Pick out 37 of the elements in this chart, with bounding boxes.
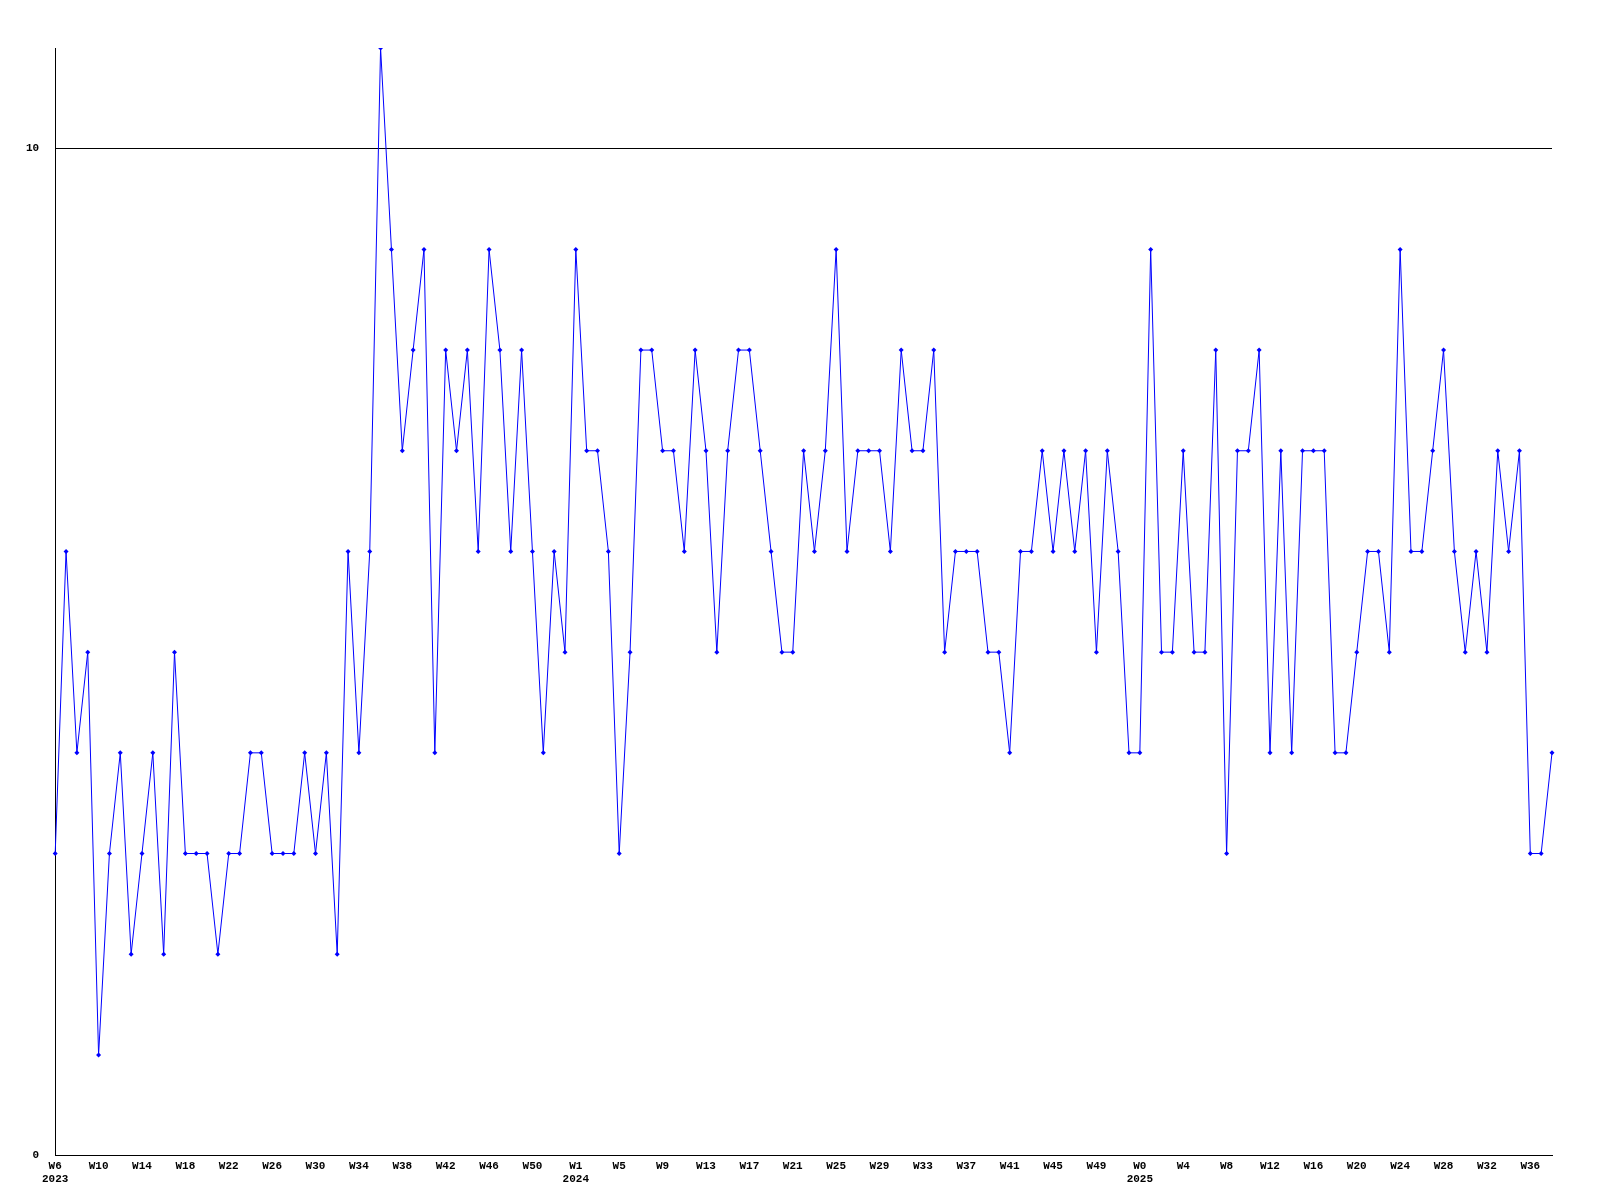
x-tick-label: W4: [1176, 1159, 1191, 1172]
x-tick-label: W5: [612, 1159, 627, 1172]
x-tick-label: W18: [175, 1159, 196, 1172]
x-tick-label: W9: [656, 1159, 670, 1172]
x-tick-label: W14: [132, 1159, 153, 1172]
x-tick-label: W21: [782, 1159, 804, 1172]
x-tick-label: W34: [348, 1159, 370, 1172]
x-tick-label: W46: [479, 1159, 499, 1172]
x-tick-label: W25: [826, 1159, 847, 1172]
x-tick-label: W32: [1477, 1159, 1497, 1172]
x-tick-label: W36: [1520, 1159, 1541, 1172]
y-tick-label: 10: [26, 142, 40, 155]
x-tick-label: W50: [522, 1159, 543, 1172]
x-tick-label: W12: [1260, 1159, 1280, 1172]
x-tick-label: W49: [1086, 1159, 1107, 1172]
x-tick-label: W33: [913, 1159, 934, 1172]
x-tick-label: W37: [956, 1159, 977, 1172]
x-tick-label: W13: [696, 1159, 717, 1172]
x-tick-label: W42: [435, 1159, 456, 1172]
y-tick-label: 0: [32, 1149, 40, 1162]
x-tick-label: W30: [305, 1159, 326, 1172]
x-tick-label: W1 2024: [562, 1159, 590, 1186]
x-tick-label: W16: [1303, 1159, 1324, 1172]
x-tick-label: W24: [1390, 1159, 1411, 1172]
x-tick-label: W0 2025: [1126, 1159, 1154, 1186]
x-tick-label: W26: [262, 1159, 283, 1172]
x-tick-label: W22: [218, 1159, 239, 1172]
x-tick-label: W6 2023: [42, 1159, 69, 1186]
x-tick-label: W28: [1433, 1159, 1454, 1172]
x-tick-label: W20: [1346, 1159, 1367, 1172]
x-tick-label: W8: [1220, 1159, 1234, 1172]
x-tick-label: W29: [869, 1159, 890, 1172]
x-tick-label: W17: [739, 1159, 760, 1172]
x-tick-label: W10: [88, 1159, 109, 1172]
x-tick-label: W41: [999, 1159, 1020, 1172]
x-tick-label: W38: [392, 1159, 413, 1172]
x-tick-label: W45: [1043, 1159, 1064, 1172]
